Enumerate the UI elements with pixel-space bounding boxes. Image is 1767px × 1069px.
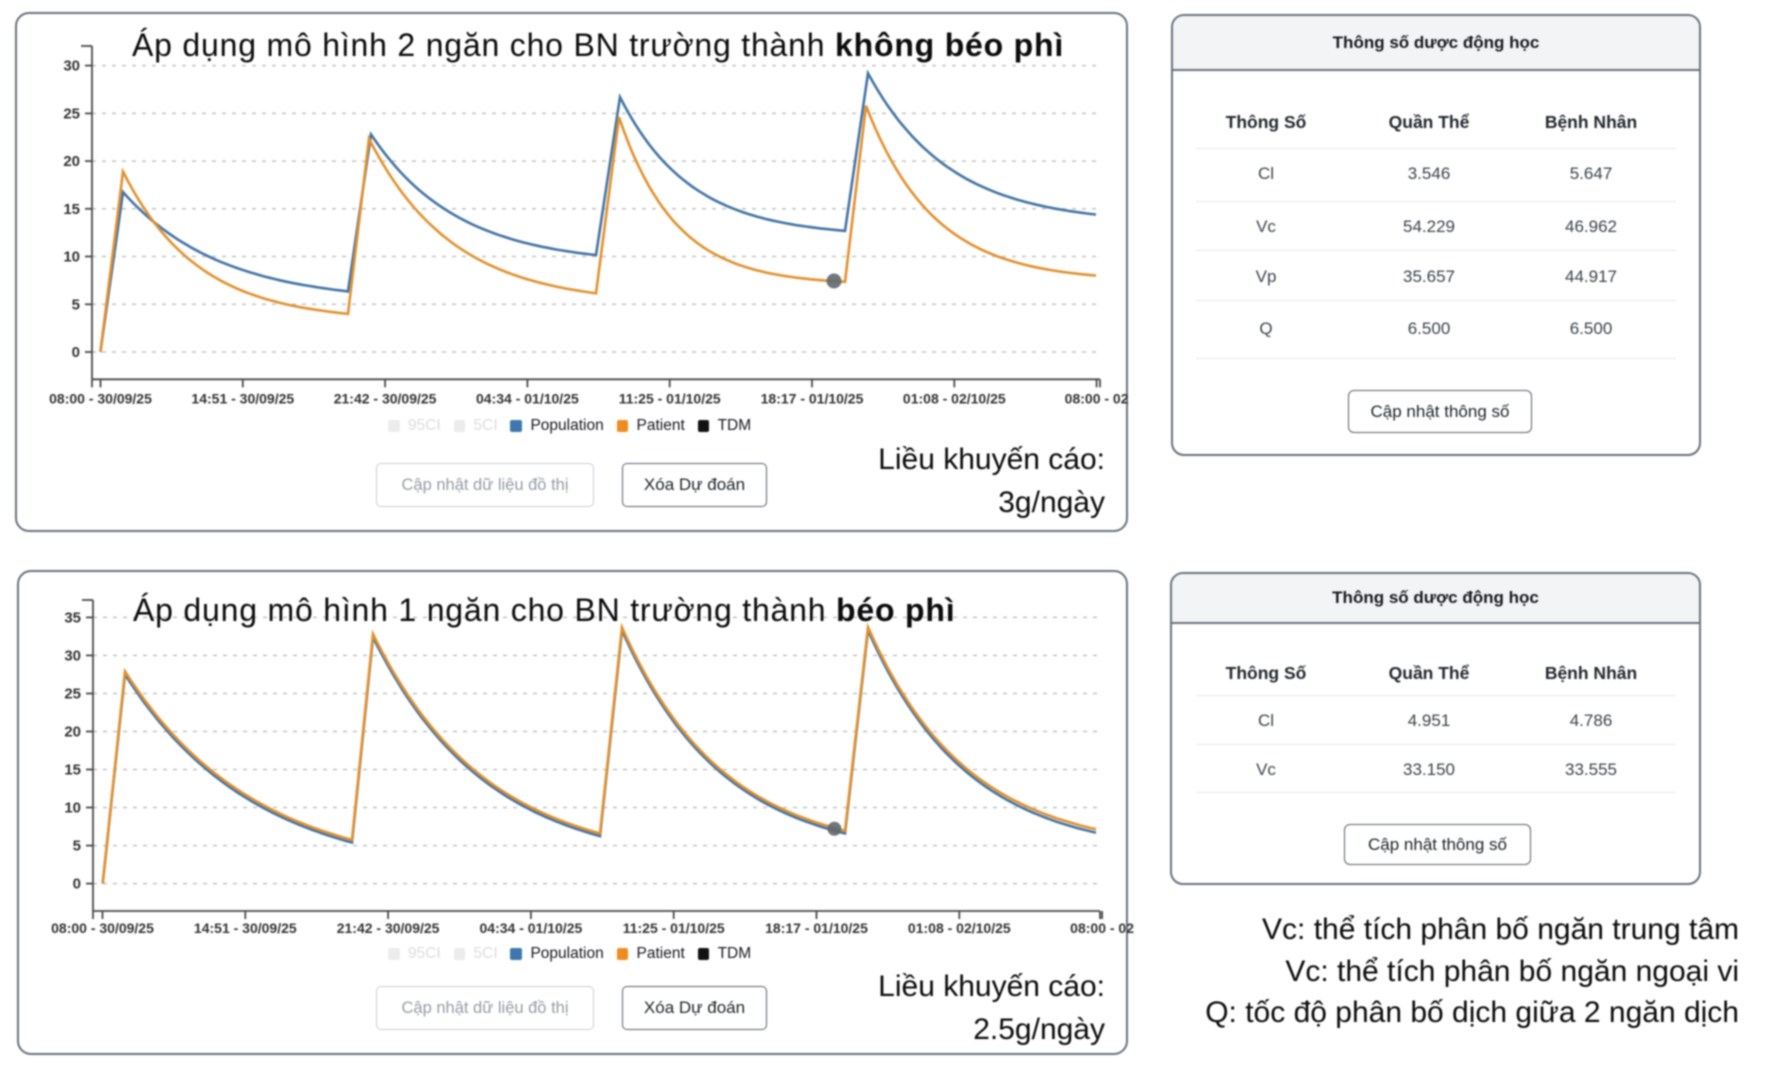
- svg-text:08:00 - 30/09/25: 08:00 - 30/09/25: [51, 920, 154, 936]
- svg-text:0: 0: [72, 344, 80, 361]
- svg-text:25: 25: [63, 105, 80, 122]
- svg-text:15: 15: [63, 201, 80, 218]
- svg-text:18:17 - 01/10/25: 18:17 - 01/10/25: [761, 390, 864, 406]
- svg-text:10: 10: [63, 249, 80, 266]
- svg-text:18:17 - 01/10/25: 18:17 - 01/10/25: [765, 920, 868, 936]
- svg-text:04:34 - 01/10/25: 04:34 - 01/10/25: [480, 920, 583, 936]
- svg-text:30: 30: [64, 647, 81, 664]
- svg-text:21:42 - 30/09/25: 21:42 - 30/09/25: [337, 920, 440, 936]
- svg-text:20: 20: [64, 724, 81, 741]
- svg-text:30: 30: [63, 58, 80, 75]
- svg-text:08:00 - 02: 08:00 - 02: [1065, 390, 1129, 406]
- svg-text:04:34 - 01/10/25: 04:34 - 01/10/25: [476, 390, 579, 406]
- svg-text:10: 10: [64, 800, 81, 817]
- svg-text:11:25 - 01/10/25: 11:25 - 01/10/25: [623, 920, 725, 936]
- svg-text:0: 0: [73, 876, 81, 893]
- svg-text:5: 5: [72, 296, 80, 313]
- svg-text:01:08 - 02/10/25: 01:08 - 02/10/25: [903, 390, 1006, 406]
- svg-text:11:25 - 01/10/25: 11:25 - 01/10/25: [619, 390, 721, 406]
- svg-text:08:00 - 02: 08:00 - 02: [1070, 920, 1134, 936]
- svg-text:5: 5: [73, 838, 81, 855]
- svg-text:08:00 - 30/09/25: 08:00 - 30/09/25: [49, 390, 152, 406]
- svg-text:14:51 - 30/09/25: 14:51 - 30/09/25: [191, 390, 294, 406]
- svg-text:15: 15: [64, 762, 81, 779]
- svg-text:20: 20: [63, 153, 80, 170]
- svg-text:01:08 - 02/10/25: 01:08 - 02/10/25: [908, 920, 1011, 936]
- svg-text:35: 35: [64, 609, 81, 626]
- svg-text:25: 25: [64, 686, 81, 703]
- svg-text:21:42 - 30/09/25: 21:42 - 30/09/25: [334, 390, 437, 406]
- svg-text:14:51 - 30/09/25: 14:51 - 30/09/25: [194, 920, 297, 936]
